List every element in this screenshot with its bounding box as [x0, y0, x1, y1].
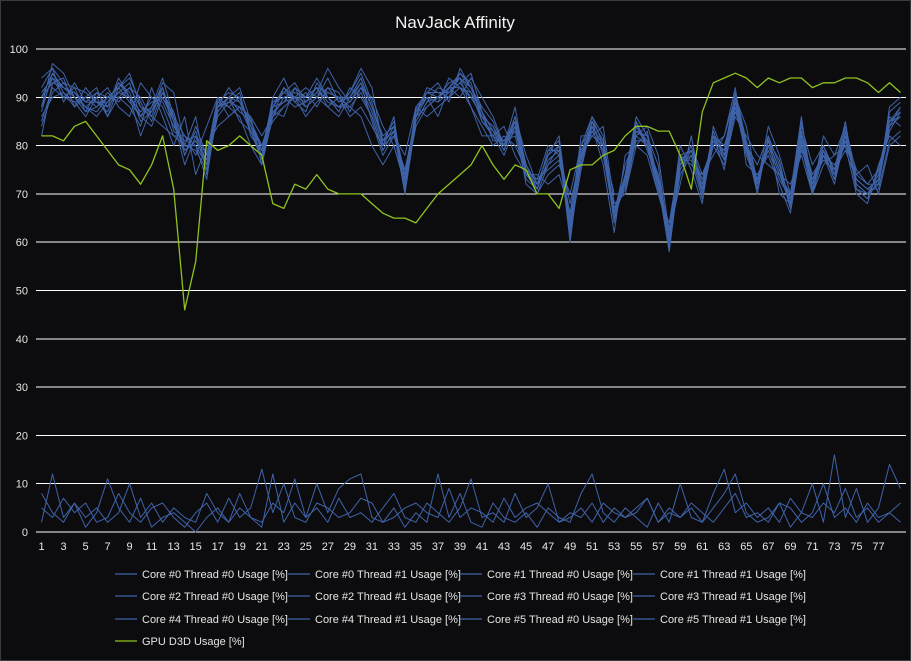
x-tick-label: 37 [432, 541, 444, 553]
legend-label: Core #0 Thread #1 Usage [%] [315, 569, 461, 581]
gridlines [36, 48, 906, 533]
x-tick-label: 63 [718, 541, 730, 553]
legend-label: Core #1 Thread #0 Usage [%] [487, 569, 633, 581]
series-line-core [41, 454, 901, 533]
series-line-core [41, 82, 901, 243]
legend: Core #0 Thread #0 Usage [%] Core #0 Threa… [115, 569, 806, 648]
series-line-core [41, 478, 901, 523]
x-tick-label: 41 [476, 541, 488, 553]
y-tick-label: 50 [16, 286, 28, 298]
x-tick-label: 77 [872, 541, 884, 553]
x-tick-label: 9 [127, 541, 133, 553]
x-tick-label: 71 [806, 541, 818, 553]
x-tick-label: 39 [454, 541, 466, 553]
x-tick-label: 29 [344, 541, 356, 553]
x-tick-label: 3 [60, 541, 66, 553]
y-tick-label: 20 [16, 430, 28, 442]
x-tick-label: 43 [498, 541, 510, 553]
y-tick-label: 40 [16, 334, 28, 346]
legend-label: Core #5 Thread #0 Usage [%] [487, 614, 633, 626]
x-tick-label: 53 [608, 541, 620, 553]
series-line-core [41, 72, 901, 243]
x-tick-label: 15 [190, 541, 202, 553]
chart-title: NavJack Affinity [395, 13, 515, 32]
x-tick-label: 59 [674, 541, 686, 553]
legend-label: Core #4 Thread #0 Usage [%] [142, 614, 288, 626]
y-tick-label: 90 [16, 92, 28, 104]
legend-label: Core #4 Thread #1 Usage [%] [315, 614, 461, 626]
y-axis: 0 10 20 30 40 50 60 70 80 90 100 [10, 44, 28, 539]
y-tick-label: 0 [22, 527, 28, 539]
x-tick-label: 73 [828, 541, 840, 553]
legend-label: GPU D3D Usage [%] [142, 636, 245, 648]
x-tick-label: 69 [784, 541, 796, 553]
x-tick-label: 55 [630, 541, 642, 553]
legend-label: Core #2 Thread #1 Usage [%] [315, 591, 461, 603]
series-line-gpu [41, 72, 901, 311]
x-tick-label: 25 [300, 541, 312, 553]
legend-label: Core #0 Thread #0 Usage [%] [142, 569, 288, 581]
x-tick-label: 13 [168, 541, 180, 553]
legend-label: Core #5 Thread #1 Usage [%] [660, 614, 806, 626]
x-tick-label: 57 [652, 541, 664, 553]
series-line-core [41, 77, 901, 233]
x-tick-label: 31 [366, 541, 378, 553]
x-tick-label: 67 [762, 541, 774, 553]
x-tick-label: 33 [388, 541, 400, 553]
y-tick-label: 80 [16, 141, 28, 153]
x-tick-label: 11 [146, 541, 157, 553]
x-tick-label: 51 [586, 541, 598, 553]
x-tick-label: 61 [696, 541, 708, 553]
series-line-core [41, 77, 901, 238]
legend-label: Core #3 Thread #0 Usage [%] [487, 591, 633, 603]
x-tick-label: 19 [234, 541, 246, 553]
y-tick-label: 60 [16, 237, 28, 249]
x-tick-label: 17 [212, 541, 224, 553]
legend-label: Core #1 Thread #1 Usage [%] [660, 569, 806, 581]
y-tick-label: 30 [16, 382, 28, 394]
x-tick-label: 47 [542, 541, 554, 553]
y-tick-label: 70 [16, 189, 28, 201]
x-tick-label: 1 [38, 541, 44, 553]
x-tick-label: 75 [850, 541, 862, 553]
series-line-core [41, 82, 901, 229]
x-tick-label: 21 [256, 541, 268, 553]
x-tick-label: 49 [564, 541, 576, 553]
series-line-core [41, 468, 901, 528]
legend-label: Core #2 Thread #0 Usage [%] [142, 591, 288, 603]
legend-label: Core #3 Thread #1 Usage [%] [660, 591, 806, 603]
series-line-core [41, 67, 901, 248]
y-tick-label: 100 [10, 44, 28, 56]
x-tick-label: 7 [105, 541, 111, 553]
series-line-core [41, 72, 901, 243]
y-tick-label: 10 [16, 479, 28, 491]
x-tick-label: 23 [278, 541, 290, 553]
x-axis: 1 3 5 7 9 11 13 15 17 19 21 23 25 27 29 31 33 35 37 39 41 43 4… [38, 541, 884, 553]
x-tick-label: 27 [322, 541, 334, 553]
x-tick-label: 5 [82, 541, 88, 553]
series-lines [41, 63, 901, 533]
x-tick-label: 45 [520, 541, 532, 553]
x-tick-label: 35 [410, 541, 422, 553]
x-tick-label: 65 [740, 541, 752, 553]
